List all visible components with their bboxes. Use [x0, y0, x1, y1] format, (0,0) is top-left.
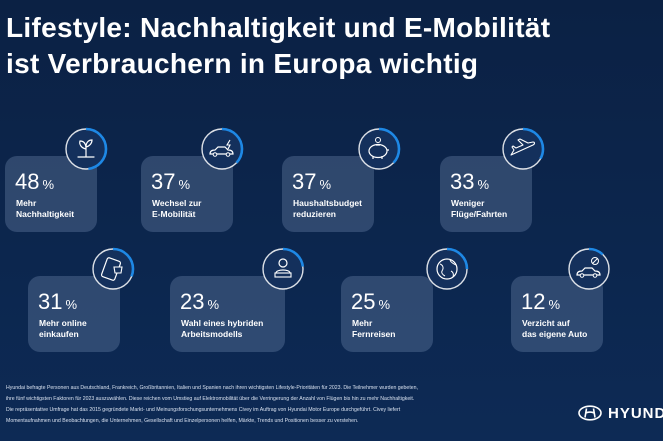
footer-line: ihre fünf wichtigsten Faktoren für 2023 … [6, 396, 415, 402]
stat-card-fernreisen: 25% Mehr Fernreisen [341, 276, 433, 352]
page-title: Lifestyle: Nachhaltigkeit und E-Mobilitä… [6, 10, 661, 82]
stat-value: 23 [180, 289, 205, 314]
stat-value: 25 [351, 289, 376, 314]
title-line-1: Lifestyle: Nachhaltigkeit und E-Mobilitä… [6, 12, 551, 43]
percent-sign: % [207, 297, 220, 312]
stat-label: Mehr online einkaufen [39, 318, 87, 339]
stat-value: 37 [151, 169, 176, 194]
stat-card-hybrides-arbeitsmodell: 23% Wahl eines hybriden Arbeitsmodells [170, 276, 285, 352]
electric-car-icon [199, 126, 245, 172]
title-line-2: ist Verbrauchern in Europa wichtig [6, 48, 479, 79]
stat-label: Mehr Nachhaltigkeit [16, 198, 75, 219]
plant-icon [63, 126, 109, 172]
hyundai-logo: HYUNDAI [578, 402, 663, 424]
stat-label: Verzicht auf das eigene Auto [522, 318, 588, 339]
stat-value: 33 [450, 169, 475, 194]
stat-card-online-einkaufen: 31% Mehr online einkaufen [28, 276, 120, 352]
footer-note: Hyundai befragte Personen aus Deutschlan… [6, 383, 526, 427]
hybrid-work-icon [260, 246, 306, 292]
percent-sign: % [477, 177, 490, 192]
hyundai-logo-icon [578, 405, 602, 421]
footer-line: Momentaufnahmen und Beobachtungen, die U… [6, 418, 359, 424]
stat-label: Haushaltsbudget reduzieren [293, 198, 362, 219]
percent-sign: % [319, 177, 332, 192]
percent-sign: % [178, 177, 191, 192]
online-shopping-icon [90, 246, 136, 292]
stat-label: Weniger Flüge/Fahrten [451, 198, 508, 219]
stat-value: 48 [15, 169, 40, 194]
stat-label: Mehr Fernreisen [352, 318, 396, 339]
footer-line: Hyundai befragte Personen aus Deutschlan… [6, 385, 418, 391]
footer-line: Die repräsentative Umfrage hat das 2015 … [6, 407, 401, 413]
airplane-icon [500, 126, 546, 172]
stat-card-haushaltsbudget: 37% Haushaltsbudget reduzieren [282, 156, 374, 232]
stat-card-verzicht-auto: 12% Verzicht auf das eigene Auto [511, 276, 603, 352]
piggy-bank-icon [356, 126, 402, 172]
no-car-icon [566, 246, 612, 292]
percent-sign: % [378, 297, 391, 312]
stat-value: 37 [292, 169, 317, 194]
percent-sign: % [548, 297, 561, 312]
globe-icon [424, 246, 470, 292]
percent-sign: % [65, 297, 78, 312]
stat-value: 31 [38, 289, 63, 314]
hyundai-wordmark: HYUNDAI [608, 404, 663, 422]
stat-label: Wechsel zur E-Mobilität [152, 198, 202, 219]
stat-value: 12 [521, 289, 546, 314]
percent-sign: % [42, 177, 55, 192]
stat-label: Wahl eines hybriden Arbeitsmodells [181, 318, 264, 339]
